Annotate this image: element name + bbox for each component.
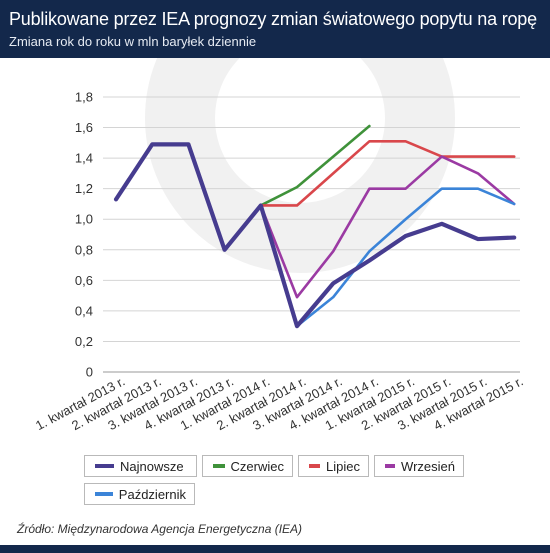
y-tick-label: 0,4	[75, 303, 93, 318]
legend-label-czerwiec: Czerwiec	[230, 458, 284, 474]
y-tick-label: 1,0	[75, 212, 93, 227]
chart-subtitle: Zmiana rok do roku w mln baryłek dzienni…	[9, 34, 257, 49]
y-tick-label: 0,2	[75, 334, 93, 349]
legend-item-lipiec[interactable]: Lipiec	[298, 455, 369, 477]
series-line-najnowsze	[113, 142, 517, 329]
chart-title: Publikowane przez IEA prognozy zmian świ…	[9, 9, 537, 29]
legend-swatch-wrzesien	[385, 464, 396, 468]
series-line-wrzesie	[259, 155, 516, 299]
y-tick-label: 1,8	[75, 90, 93, 105]
legend-label-wrzesien: Wrzesień	[401, 458, 455, 474]
legend-label-lipiec: Lipiec	[326, 458, 360, 474]
legend-item-pazdziernik[interactable]: Październik	[84, 483, 195, 505]
source-note: Źródło: Międzynarodowa Agencja Energetyc…	[17, 522, 303, 536]
y-tick-label: 1,2	[75, 181, 93, 196]
legend-swatch-czerwiec	[213, 464, 225, 468]
legend-swatch-najnowsze	[95, 464, 114, 468]
legend-label-pazdziernik: Październik	[118, 486, 186, 502]
legend-swatch-pazdziernik	[95, 492, 113, 496]
legend-swatch-lipiec	[309, 464, 321, 468]
y-tick-label: 1,4	[75, 151, 93, 166]
bottom-bar	[0, 545, 550, 553]
legend-item-czerwiec[interactable]: Czerwiec	[202, 455, 293, 477]
y-tick-label: 0,8	[75, 242, 93, 257]
y-tick-label: 0	[86, 365, 93, 380]
legend-item-najnowsze[interactable]: Najnowsze	[84, 455, 197, 477]
y-tick-label: 0,6	[75, 273, 93, 288]
y-tick-label: 1,6	[75, 120, 93, 135]
chart-header: Publikowane przez IEA prognozy zmian świ…	[0, 0, 550, 58]
legend-label-najnowsze: Najnowsze	[120, 458, 184, 474]
series-line-czerwiec	[259, 124, 371, 207]
series-line-lipiec	[259, 140, 516, 207]
legend-item-wrzesien[interactable]: Wrzesień	[374, 455, 464, 477]
series-line-pazdziernik	[295, 187, 516, 328]
